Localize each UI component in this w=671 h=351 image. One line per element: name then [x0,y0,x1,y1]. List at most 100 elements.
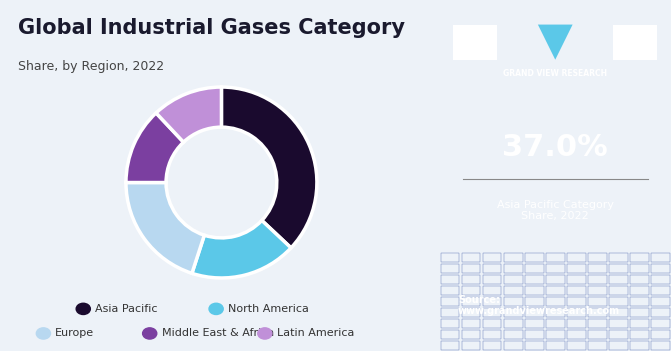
Bar [482,264,501,273]
Bar [588,330,607,339]
Bar [546,308,564,317]
Bar [651,253,670,262]
Text: Source:
www.grandviewresearch.com: Source: www.grandviewresearch.com [458,294,620,316]
Bar [630,264,649,273]
Bar [567,264,586,273]
Bar [630,319,649,328]
Bar [462,275,480,284]
Bar [651,330,670,339]
Bar [630,308,649,317]
Bar [630,297,649,306]
Bar [504,264,523,273]
Bar [630,253,649,262]
Bar [482,330,501,339]
Polygon shape [538,25,572,60]
Bar [441,264,460,273]
Bar [525,253,544,262]
Bar [525,341,544,350]
FancyBboxPatch shape [454,25,497,60]
Bar [441,275,460,284]
Circle shape [209,303,223,314]
Bar [546,297,564,306]
Text: 37.0%: 37.0% [503,133,608,162]
Bar [546,275,564,284]
Bar [567,286,586,295]
Bar [651,264,670,273]
Bar [504,253,523,262]
Bar [482,341,501,350]
Bar [525,286,544,295]
Bar [441,253,460,262]
Bar [651,297,670,306]
Text: North America: North America [228,304,309,314]
Circle shape [143,328,157,339]
Bar [651,275,670,284]
Bar [567,330,586,339]
Bar [588,275,607,284]
Bar [482,319,501,328]
Bar [567,275,586,284]
Bar [441,286,460,295]
Bar [482,308,501,317]
Bar [525,264,544,273]
Bar [525,319,544,328]
Bar [651,341,670,350]
Bar [462,264,480,273]
Bar [525,330,544,339]
Text: Latin America: Latin America [277,329,354,338]
Bar [462,330,480,339]
Bar [609,286,628,295]
Text: Europe: Europe [55,329,95,338]
Wedge shape [126,183,204,273]
Bar [609,308,628,317]
Bar [588,253,607,262]
Bar [609,319,628,328]
Bar [441,341,460,350]
Circle shape [36,328,50,339]
Bar [546,286,564,295]
Bar [546,330,564,339]
Bar [567,253,586,262]
Bar [525,297,544,306]
Bar [546,264,564,273]
Bar [567,297,586,306]
Bar [482,286,501,295]
Bar [441,330,460,339]
Bar [462,253,480,262]
Bar [482,297,501,306]
Text: Middle East & Africa: Middle East & Africa [162,329,274,338]
Bar [504,286,523,295]
Bar [609,253,628,262]
Wedge shape [126,113,184,183]
Wedge shape [192,220,291,278]
Circle shape [258,328,272,339]
Bar [462,297,480,306]
Bar [525,308,544,317]
Bar [462,308,480,317]
Bar [462,341,480,350]
Bar [630,275,649,284]
Bar [651,286,670,295]
Bar [609,341,628,350]
Text: Asia Pacific Category
Share, 2022: Asia Pacific Category Share, 2022 [497,200,614,221]
Wedge shape [221,87,317,248]
Bar [630,330,649,339]
Bar [567,341,586,350]
Bar [441,319,460,328]
Bar [504,330,523,339]
Bar [504,341,523,350]
Bar [588,286,607,295]
Circle shape [76,303,91,314]
Bar [482,275,501,284]
Text: Share, by Region, 2022: Share, by Region, 2022 [17,60,164,73]
Bar [525,275,544,284]
Bar [567,319,586,328]
Bar [546,319,564,328]
FancyBboxPatch shape [613,25,657,60]
Bar [504,297,523,306]
Bar [441,297,460,306]
Bar [462,286,480,295]
Text: Asia Pacific: Asia Pacific [95,304,158,314]
Bar [609,275,628,284]
Bar [588,319,607,328]
